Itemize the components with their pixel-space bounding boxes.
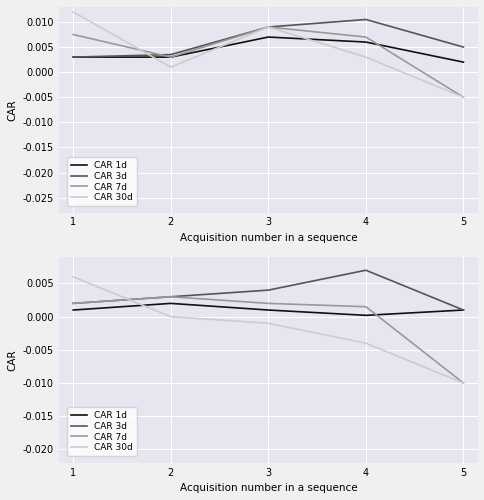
CAR 30d [362, 340, 368, 346]
CAR 7d [167, 54, 173, 60]
CAR 1d [167, 54, 173, 60]
CAR 1d [265, 34, 271, 40]
CAR 3d [167, 294, 173, 300]
CAR 1d [460, 307, 466, 313]
CAR 1d [362, 39, 368, 45]
Line: CAR 3d: CAR 3d [73, 20, 463, 57]
CAR 30d [460, 380, 466, 386]
CAR 3d [167, 52, 173, 58]
X-axis label: Acquisition number in a sequence: Acquisition number in a sequence [179, 233, 356, 243]
CAR 3d [265, 287, 271, 293]
Line: CAR 30d: CAR 30d [73, 277, 463, 383]
Legend: CAR 1d, CAR 3d, CAR 7d, CAR 30d: CAR 1d, CAR 3d, CAR 7d, CAR 30d [67, 158, 136, 206]
CAR 7d [70, 300, 76, 306]
CAR 7d [362, 34, 368, 40]
CAR 30d [167, 64, 173, 70]
CAR 3d [265, 24, 271, 30]
Line: CAR 1d: CAR 1d [73, 37, 463, 62]
Y-axis label: CAR: CAR [7, 349, 17, 370]
CAR 30d [265, 320, 271, 326]
CAR 7d [70, 32, 76, 38]
CAR 7d [460, 94, 466, 100]
CAR 7d [265, 24, 271, 30]
CAR 3d [460, 307, 466, 313]
CAR 3d [362, 16, 368, 22]
CAR 30d [460, 94, 466, 100]
CAR 7d [265, 300, 271, 306]
Line: CAR 3d: CAR 3d [73, 270, 463, 310]
Line: CAR 30d: CAR 30d [73, 12, 463, 97]
CAR 1d [70, 54, 76, 60]
CAR 1d [265, 307, 271, 313]
CAR 7d [167, 294, 173, 300]
CAR 3d [70, 54, 76, 60]
Line: CAR 7d: CAR 7d [73, 297, 463, 383]
CAR 3d [460, 44, 466, 50]
CAR 30d [167, 314, 173, 320]
Line: CAR 7d: CAR 7d [73, 27, 463, 97]
Legend: CAR 1d, CAR 3d, CAR 7d, CAR 30d: CAR 1d, CAR 3d, CAR 7d, CAR 30d [67, 408, 136, 456]
CAR 7d [362, 304, 368, 310]
CAR 30d [70, 9, 76, 15]
CAR 3d [362, 267, 368, 273]
CAR 30d [265, 24, 271, 30]
CAR 1d [167, 300, 173, 306]
CAR 1d [460, 59, 466, 65]
Y-axis label: CAR: CAR [7, 99, 17, 120]
CAR 3d [70, 300, 76, 306]
CAR 1d [70, 307, 76, 313]
X-axis label: Acquisition number in a sequence: Acquisition number in a sequence [179, 483, 356, 493]
CAR 7d [460, 380, 466, 386]
CAR 30d [362, 54, 368, 60]
CAR 30d [70, 274, 76, 280]
Line: CAR 1d: CAR 1d [73, 304, 463, 316]
CAR 1d [362, 312, 368, 318]
